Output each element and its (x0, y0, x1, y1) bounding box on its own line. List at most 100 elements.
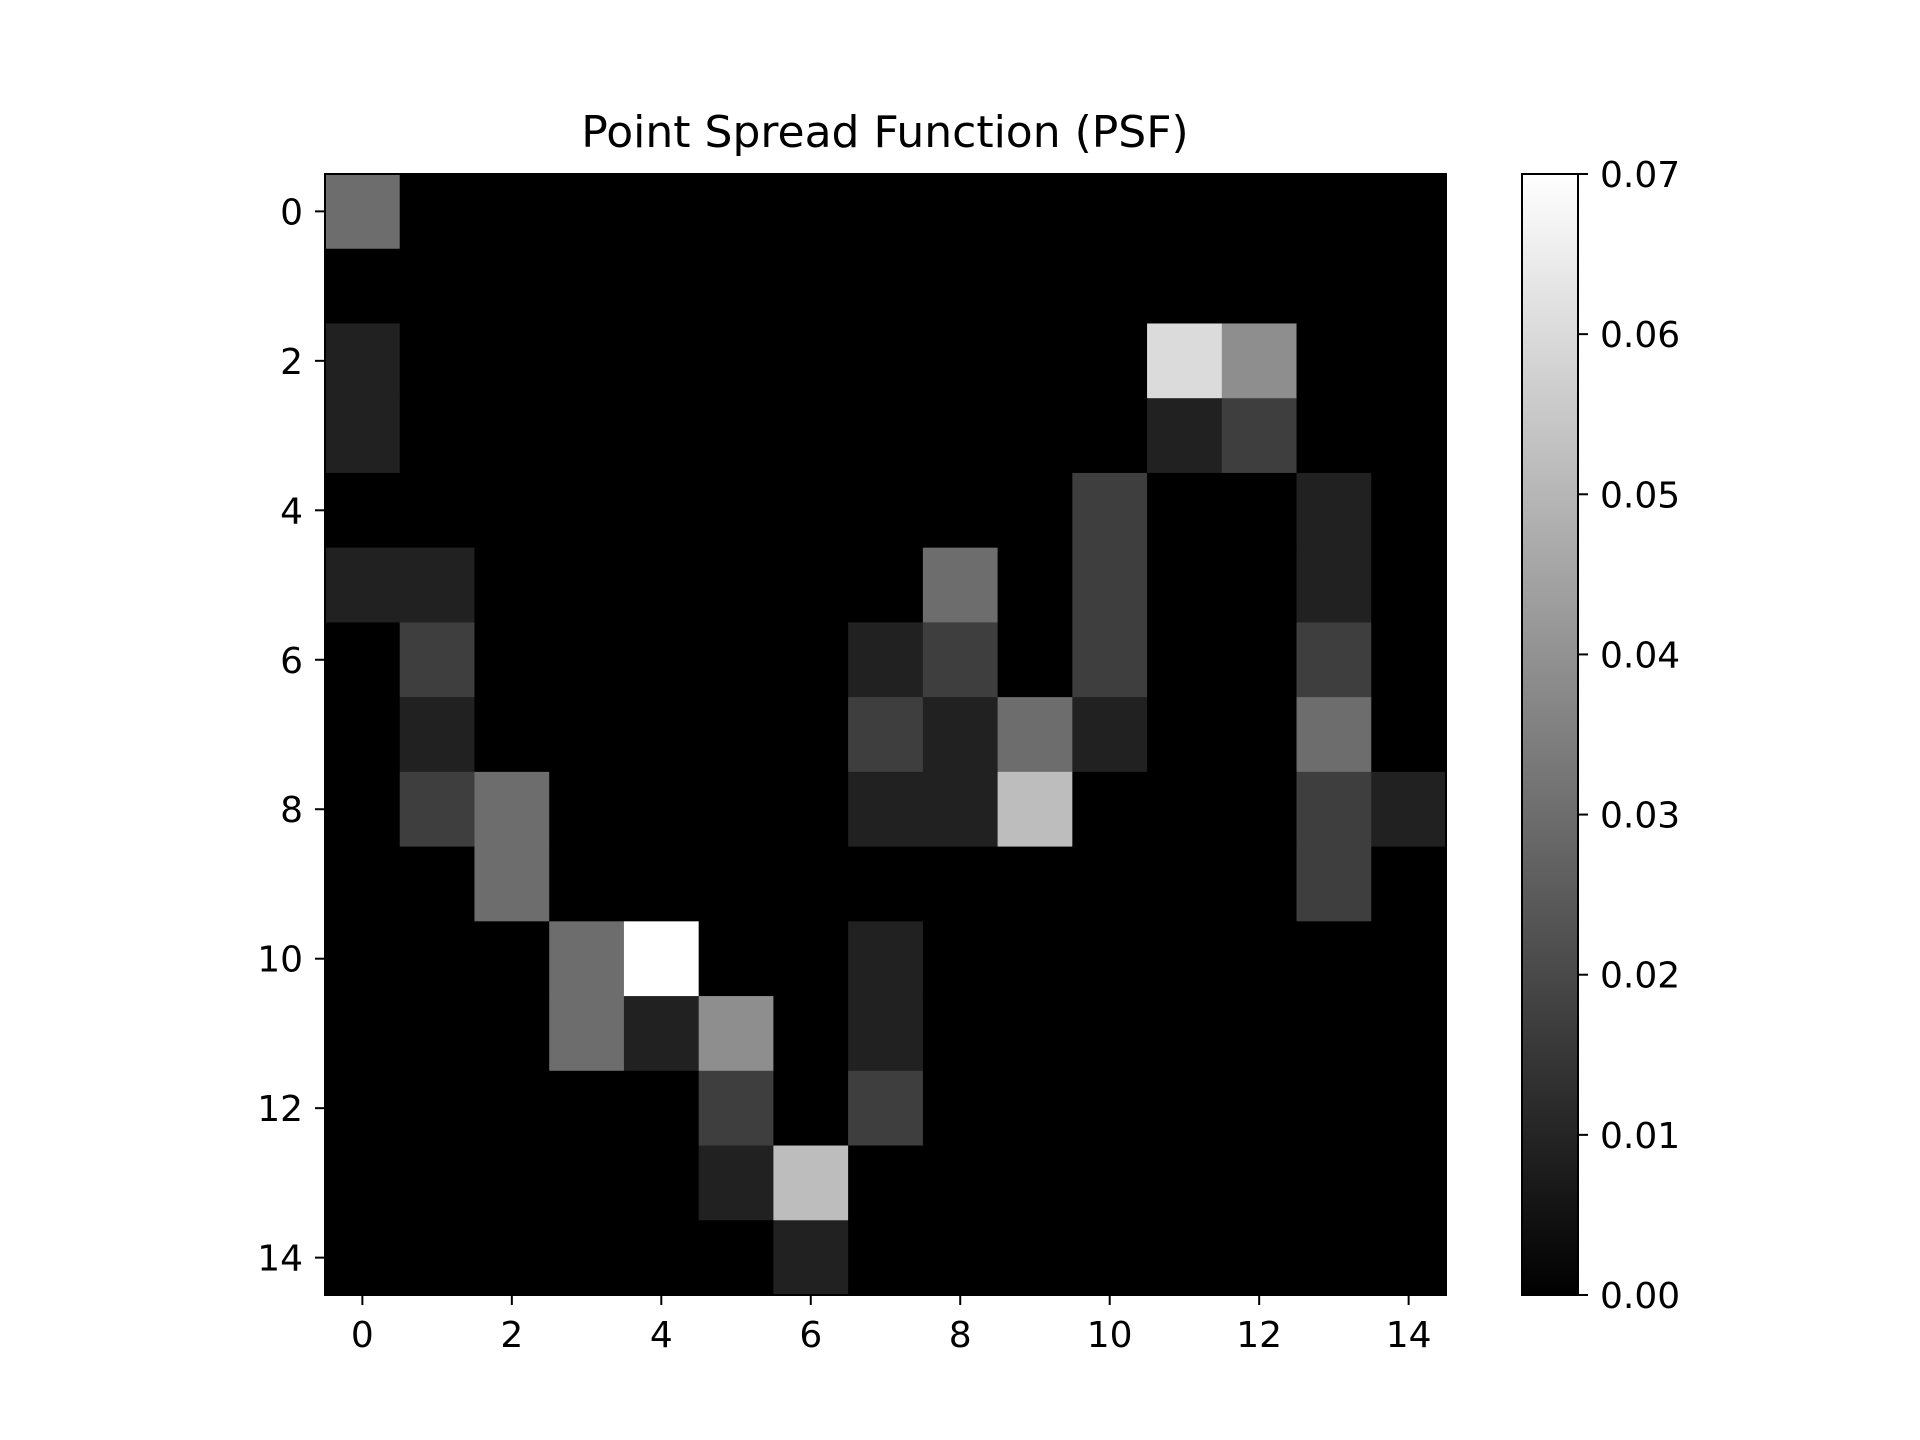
y-tick-label: 14 (257, 1239, 303, 1280)
heatmap-cell (1221, 771, 1298, 848)
heatmap-cell (399, 472, 476, 549)
heatmap-cell (848, 622, 924, 698)
heatmap-cell (1221, 1070, 1298, 1147)
heatmap-cell (549, 622, 625, 698)
heatmap-cell (1072, 1145, 1148, 1221)
heatmap-cell (325, 697, 401, 773)
heatmap-cell (698, 547, 774, 623)
y-tick-label: 8 (280, 790, 303, 831)
y-tick-label: 12 (257, 1089, 303, 1130)
heatmap-cell (1371, 1220, 1447, 1296)
heatmap-cell (773, 771, 849, 848)
heatmap-cell (922, 398, 999, 474)
heatmap-cell (399, 1145, 476, 1221)
heatmap-cell (997, 622, 1073, 698)
heatmap-cell (1072, 248, 1148, 325)
heatmap-cell (474, 398, 550, 474)
y-tick-label: 10 (257, 940, 303, 981)
heatmap-cell (549, 996, 625, 1072)
heatmap-cell (848, 846, 924, 922)
heatmap-cell (474, 771, 550, 848)
heatmap-cell (997, 398, 1073, 474)
heatmap-cell (1072, 323, 1148, 399)
heatmap-cell (997, 996, 1073, 1072)
heatmap-cell (1371, 1145, 1447, 1221)
heatmap-cell (922, 622, 999, 698)
heatmap-cell (1371, 996, 1447, 1072)
heatmap-cell (1072, 547, 1148, 623)
heatmap-cell (1371, 1070, 1447, 1147)
heatmap-cell (698, 771, 774, 848)
heatmap-cell (922, 771, 999, 848)
heatmap-cell (698, 174, 774, 250)
heatmap-cell (848, 174, 924, 250)
heatmap-cell (1371, 398, 1447, 474)
heatmap-cell (474, 174, 550, 250)
heatmap-cell (922, 1220, 999, 1296)
heatmap-cell (623, 547, 700, 623)
x-tick-label: 14 (1386, 1315, 1432, 1356)
colorbar-tick-label: 0.04 (1600, 635, 1680, 676)
heatmap-cell (474, 547, 550, 623)
heatmap-cell (1296, 697, 1372, 773)
heatmap-cell (997, 1220, 1073, 1296)
heatmap-cell (399, 248, 476, 325)
heatmap-cell (773, 1220, 849, 1296)
colorbar (1521, 173, 1579, 1296)
heatmap-cell (1371, 622, 1447, 698)
heatmap-cell (1221, 472, 1298, 549)
heatmap-cell (1371, 697, 1447, 773)
heatmap-cell (1147, 248, 1223, 325)
heatmap-cell (997, 1145, 1073, 1221)
heatmap-cell (698, 323, 774, 399)
heatmap-cell (698, 1070, 774, 1147)
heatmap-cell (1072, 1220, 1148, 1296)
heatmap-cell (922, 547, 999, 623)
heatmap-cell (325, 846, 401, 922)
heatmap-cell (1371, 472, 1447, 549)
x-tick-label: 6 (799, 1315, 822, 1356)
heatmap-cell (325, 1145, 401, 1221)
y-tick-label: 6 (280, 641, 303, 682)
heatmap-cell (773, 622, 849, 698)
heatmap-cell (773, 472, 849, 549)
heatmap-cell (549, 697, 625, 773)
heatmap-cell (1072, 174, 1148, 250)
heatmap-cell (848, 1220, 924, 1296)
heatmap-cell (474, 472, 550, 549)
heatmap-cell (549, 771, 625, 848)
heatmap-cell (474, 1145, 550, 1221)
heatmap-cell (848, 398, 924, 474)
heatmap-cell (1221, 921, 1298, 997)
heatmap-cell (1072, 1070, 1148, 1147)
heatmap-cell (997, 472, 1073, 549)
heatmap-cell (474, 1070, 550, 1147)
heatmap-cell (997, 248, 1073, 325)
heatmap-cell (623, 398, 700, 474)
x-tick-label: 2 (500, 1315, 523, 1356)
heatmap-cell (474, 697, 550, 773)
heatmap-cell (325, 622, 401, 698)
heatmap-cell (325, 248, 401, 325)
heatmap-cell (1296, 1070, 1372, 1147)
heatmap-cell (698, 846, 774, 922)
heatmap-cell (1072, 771, 1148, 848)
heatmap-cell (997, 547, 1073, 623)
heatmap-cell (325, 398, 401, 474)
heatmap-cell (399, 771, 476, 848)
heatmap-cell (549, 1145, 625, 1221)
heatmap-cell (997, 323, 1073, 399)
heatmap-cell (623, 996, 700, 1072)
heatmap-cell (773, 697, 849, 773)
heatmap-cell (474, 996, 550, 1072)
heatmap-cell (399, 547, 476, 623)
heatmap-cell (1147, 622, 1223, 698)
heatmap-cell (623, 1145, 700, 1221)
heatmap-cell (1221, 547, 1298, 623)
heatmap-cell (623, 697, 700, 773)
heatmap-cell (848, 771, 924, 848)
heatmap-cell (325, 323, 401, 399)
heatmap-cell (1221, 323, 1298, 399)
heatmap-cell (549, 1220, 625, 1296)
heatmap-cell (1072, 472, 1148, 549)
